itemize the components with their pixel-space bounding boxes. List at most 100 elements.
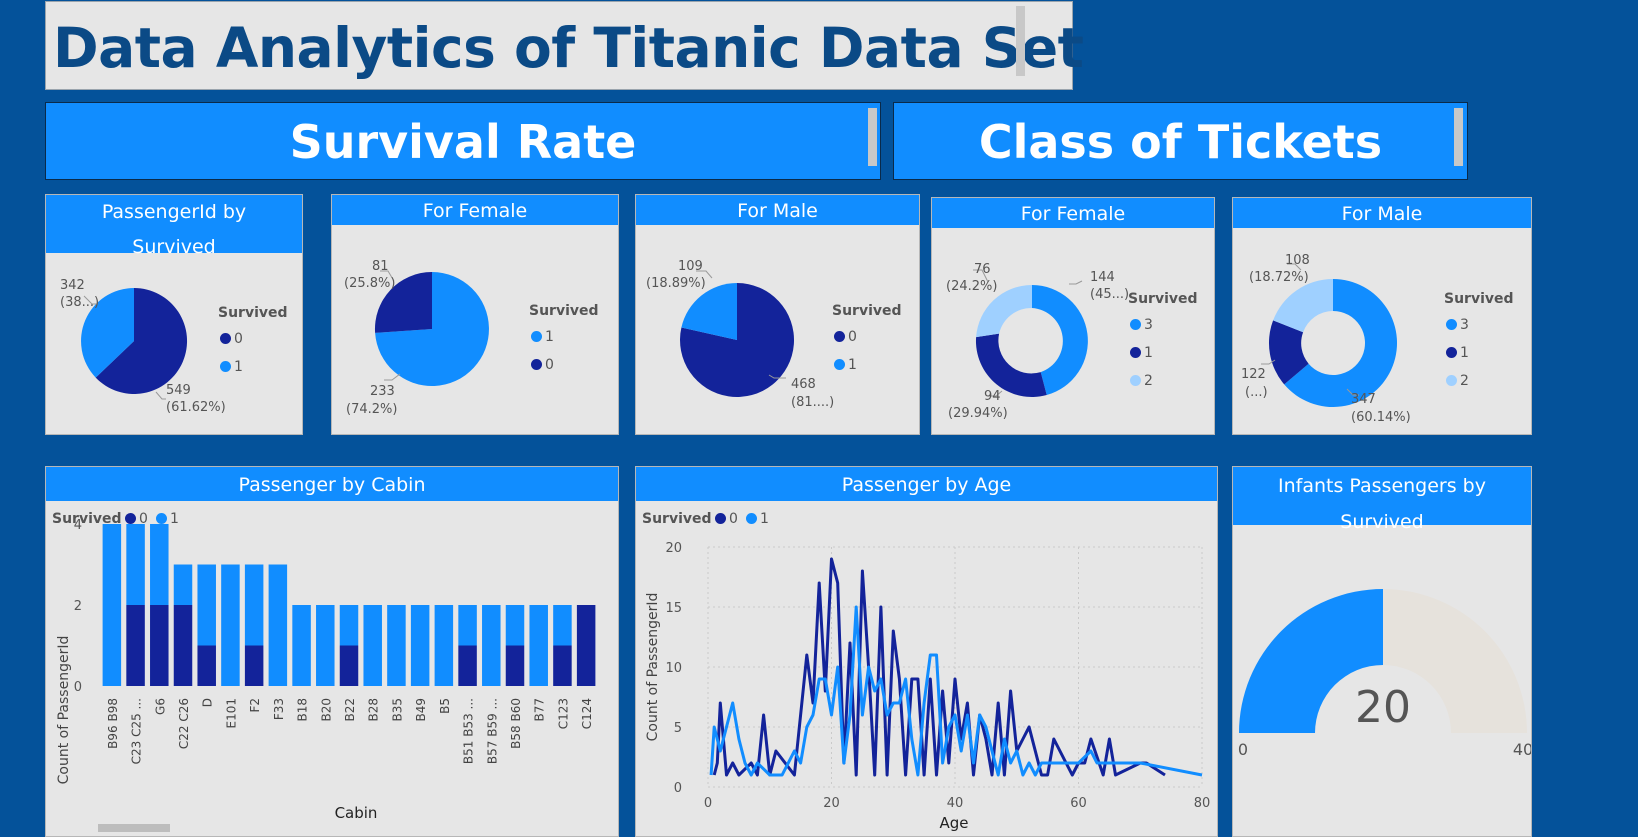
bar-survived-1[interactable] xyxy=(102,524,122,686)
leader-line xyxy=(83,295,98,305)
x-tick-label: 40 xyxy=(947,796,964,811)
legend-title: Survived xyxy=(1128,291,1198,307)
bar-survived-0[interactable] xyxy=(458,645,477,687)
bar-survived-1[interactable] xyxy=(410,605,430,686)
class-male-donut-chart xyxy=(1261,263,1398,407)
donut-slice-1[interactable] xyxy=(975,333,1047,397)
age-line-card[interactable]: Passenger by Age Survived 0 1 Count of P… xyxy=(635,466,1218,837)
x-tick-label: C23 C25 ... xyxy=(130,698,144,764)
legend-item-1[interactable]: 1 xyxy=(746,511,769,527)
pie-slice-1[interactable] xyxy=(681,283,737,340)
bar-survived-0[interactable] xyxy=(197,645,216,687)
legend-item-2[interactable]: 2 xyxy=(1446,373,1469,389)
pie-slice-1[interactable] xyxy=(81,288,134,378)
bar-survived-1[interactable] xyxy=(505,605,525,646)
pie-slice-0[interactable] xyxy=(374,271,432,333)
pie-slice-0[interactable] xyxy=(680,283,795,397)
legend-item-1[interactable]: 1 xyxy=(1130,345,1153,361)
data-label: (24.2%) xyxy=(946,279,998,294)
data-label: 549 (61.62%) xyxy=(166,383,226,415)
class-male-donut-card[interactable]: For Male 108 (18.72%) 122 (...) 347 (60.… xyxy=(1232,197,1532,435)
bar-survived-1[interactable] xyxy=(339,605,359,646)
legend-item-3[interactable]: 3 xyxy=(1130,317,1153,333)
gauge-value: 20 xyxy=(1355,682,1411,733)
survival-banner-scrollbar[interactable] xyxy=(868,108,877,166)
bar-survived-1[interactable] xyxy=(434,605,454,686)
x-tick-label: 20 xyxy=(823,796,840,811)
card-header: Passenger by Age xyxy=(636,467,1217,501)
bar-survived-1[interactable] xyxy=(363,605,382,686)
legend-item-1[interactable]: 1 xyxy=(834,357,857,373)
bar-survived-1[interactable] xyxy=(197,564,216,646)
class-female-donut-card[interactable]: For Female 76 (24.2%) 144 (45...) 94 (29.… xyxy=(931,197,1215,435)
bar-survived-0[interactable] xyxy=(173,605,193,686)
x-tick-label: G6 xyxy=(153,698,167,715)
data-label: 347 xyxy=(1351,392,1376,407)
card-header: For Female xyxy=(332,195,618,225)
survived-pie-card[interactable]: PassengerId by Survived 342 (38...) 549 (6… xyxy=(45,194,303,435)
legend-item-0[interactable]: 0 xyxy=(531,357,554,373)
line-series-1[interactable] xyxy=(709,605,1203,777)
bar-survived-1[interactable] xyxy=(126,524,145,605)
female-survival-pie-card[interactable]: For Female 81 (25.8%) 233 (74.2%) Surviv… xyxy=(331,194,619,435)
horizontal-scrollbar[interactable] xyxy=(98,824,170,832)
bar-survived-0[interactable] xyxy=(553,645,572,687)
donut-slice-2[interactable] xyxy=(1273,279,1333,333)
bar-survived-0[interactable] xyxy=(244,645,264,687)
infants-gauge: 20 0 40 xyxy=(1238,589,1531,759)
x-tick-label: B57 B59 ... xyxy=(485,698,499,764)
legend-item-0[interactable]: 0 xyxy=(125,511,148,527)
pie-slice-1[interactable] xyxy=(375,272,489,386)
legend-item-1[interactable]: 1 xyxy=(156,511,179,527)
bar-survived-1[interactable] xyxy=(553,605,572,646)
leader-line xyxy=(768,374,786,379)
class-banner-scrollbar[interactable] xyxy=(1454,108,1463,166)
legend-item-0[interactable]: 0 xyxy=(715,511,738,527)
bar-survived-0[interactable] xyxy=(339,645,359,687)
male-survival-pie-card[interactable]: For Male 109 (18.89%) 468 (81....) Survi… xyxy=(635,194,920,435)
donut-slice-3[interactable] xyxy=(1284,279,1398,407)
bar-survived-1[interactable] xyxy=(482,605,501,686)
pie-slice-0[interactable] xyxy=(95,288,188,394)
line-series-0[interactable] xyxy=(712,557,1166,777)
x-tick-label: B96 B98 xyxy=(106,698,120,749)
bar-survived-0[interactable] xyxy=(505,645,525,687)
donut-slice-3[interactable] xyxy=(1032,285,1088,395)
x-tick-label: B20 xyxy=(319,698,333,722)
x-tick-label: B51 B53 ... xyxy=(462,698,476,764)
bar-survived-1[interactable] xyxy=(268,564,288,687)
bar-survived-1[interactable] xyxy=(173,564,193,606)
legend-item-1[interactable]: 1 xyxy=(1446,345,1469,361)
legend-item-3[interactable]: 3 xyxy=(1446,317,1469,333)
bar-survived-0[interactable] xyxy=(576,605,596,686)
bar-survived-1[interactable] xyxy=(221,564,240,687)
bar-survived-1[interactable] xyxy=(387,605,406,686)
card-header: PassengerId by Survived xyxy=(46,195,302,258)
legend-item-0[interactable]: 0 xyxy=(834,329,857,345)
bar-survived-1[interactable] xyxy=(150,524,169,605)
card-header: Passenger by Cabin xyxy=(46,467,618,501)
male-pie-chart xyxy=(680,270,795,397)
donut-slice-1[interactable] xyxy=(1268,320,1309,385)
cabin-bar-card[interactable]: Passenger by Cabin Survived 0 1 Count of… xyxy=(45,466,619,837)
donut-slice-2[interactable] xyxy=(976,285,1032,338)
bar-survived-1[interactable] xyxy=(316,605,335,686)
bar-survived-1[interactable] xyxy=(529,605,548,686)
x-tick-label: B58 B60 xyxy=(509,698,523,749)
leader-line xyxy=(973,269,989,283)
bar-survived-1[interactable] xyxy=(292,605,311,686)
infants-gauge-card[interactable]: Infants Passengers by Survived 20 0 40 xyxy=(1232,466,1532,837)
legend-item-1[interactable]: 1 xyxy=(220,359,243,375)
title-scrollbar[interactable] xyxy=(1016,6,1025,76)
card-title: For Female xyxy=(1020,203,1126,225)
legend-item-1[interactable]: 1 xyxy=(531,329,554,345)
card-title: Passenger by Cabin xyxy=(238,474,426,496)
bar-survived-1[interactable] xyxy=(244,564,264,646)
legend-item-2[interactable]: 2 xyxy=(1130,373,1153,389)
bar-survived-0[interactable] xyxy=(150,605,169,686)
bar-survived-0[interactable] xyxy=(126,605,145,686)
legend-item-0[interactable]: 0 xyxy=(220,331,243,347)
y-axis-title: Count of PassengerId xyxy=(56,636,72,785)
bar-survived-1[interactable] xyxy=(458,605,477,646)
class-of-tickets-heading: Class of Tickets xyxy=(978,115,1383,169)
